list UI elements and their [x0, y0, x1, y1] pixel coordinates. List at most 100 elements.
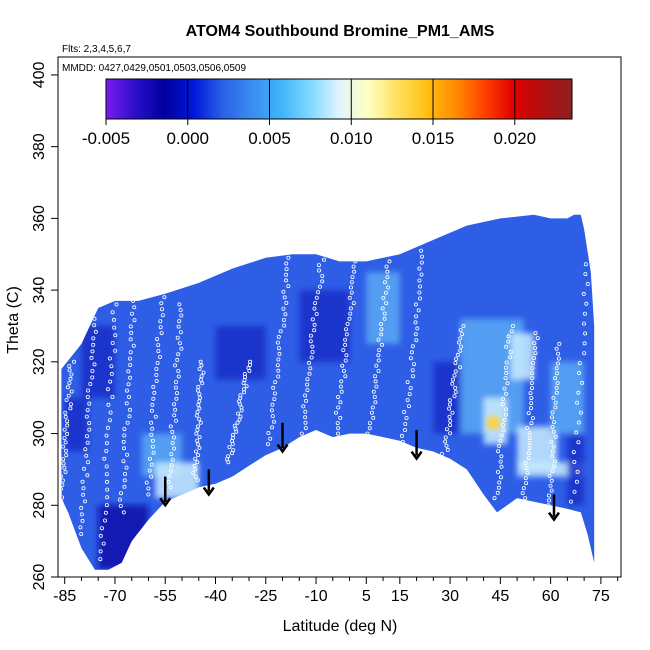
track-8-point	[284, 267, 289, 272]
track-6-point	[194, 431, 199, 436]
track-14-point	[498, 475, 503, 480]
arrow-head	[547, 511, 560, 522]
track-12-point	[417, 266, 422, 271]
track-13-point	[444, 443, 449, 448]
track-8-point	[284, 300, 289, 305]
x-tick-label: 75	[592, 588, 610, 605]
track-0-point	[61, 457, 66, 462]
track-0-point	[68, 376, 73, 381]
track-16-point	[552, 464, 557, 469]
track-17-point	[572, 519, 577, 524]
track-6-point	[198, 395, 203, 400]
field-feature-6	[299, 290, 350, 362]
track-7-point	[227, 444, 232, 449]
track-14-point	[503, 365, 508, 370]
track-0-point	[67, 380, 72, 385]
colorbar-tick-label: -0.005	[82, 129, 130, 148]
track-5-point	[168, 424, 173, 429]
track-17-point	[567, 509, 572, 514]
track-1-point	[89, 355, 94, 360]
track-7-point	[235, 420, 240, 425]
track-10-point	[352, 269, 357, 274]
track-4-point	[149, 408, 154, 413]
track-9-point	[314, 311, 319, 316]
track-15-point	[527, 441, 532, 446]
track-9-point	[303, 393, 308, 398]
track-10-point	[336, 394, 341, 399]
track-10-point	[341, 368, 346, 373]
track-17-point	[574, 430, 579, 435]
track-2-point	[107, 356, 112, 361]
track-2-point	[102, 456, 107, 461]
track-17-point	[576, 390, 581, 395]
track-5-point	[173, 385, 178, 390]
track-7-point	[232, 423, 237, 428]
track-16-point	[550, 415, 555, 420]
track-4-point	[146, 492, 151, 497]
track-13-point	[453, 361, 458, 366]
track-7-point	[248, 359, 253, 364]
track-13-point	[460, 332, 465, 337]
track-8-point	[281, 289, 286, 294]
track-8-point	[270, 425, 275, 430]
track-17-point	[575, 469, 580, 474]
track-11-point	[379, 327, 384, 332]
track-8-point	[275, 363, 280, 368]
track-1-point	[81, 492, 86, 497]
track-8-point	[286, 284, 291, 289]
track-8-point	[266, 430, 271, 435]
track-15-point	[529, 381, 534, 386]
track-16-point	[553, 434, 558, 439]
field-feature-7	[366, 272, 400, 344]
track-3-point	[128, 324, 133, 329]
track-12-point	[419, 272, 424, 277]
track-7-point	[226, 454, 231, 459]
track-8-point	[269, 408, 274, 413]
y-tick-label: 280	[31, 492, 48, 519]
track-10-point	[336, 426, 341, 431]
field-feature-15	[567, 433, 585, 506]
track-17-point	[583, 272, 588, 277]
track-1-point	[91, 342, 96, 347]
y-axis: 260 280 300 320 340 360 380 400	[31, 61, 58, 590]
track-1-point	[83, 447, 88, 452]
track-3-point	[132, 318, 137, 323]
track-13-point	[453, 389, 458, 394]
track-0-point	[61, 461, 66, 466]
track-13-point	[453, 369, 458, 374]
track-0-point	[67, 364, 72, 369]
track-6-point	[198, 377, 203, 382]
track-5-point	[172, 446, 177, 451]
track-5-point	[173, 407, 178, 412]
arrow-head	[410, 450, 423, 461]
track-16-point	[556, 356, 561, 361]
track-12-point	[399, 433, 404, 438]
track-5-point	[170, 457, 175, 462]
track-14-point	[504, 344, 509, 349]
track-14-point	[499, 464, 504, 469]
track-5-point	[173, 379, 178, 384]
track-11-point	[376, 358, 381, 363]
track-9-point	[305, 377, 310, 382]
track-12-point	[419, 254, 424, 259]
track-8-point	[281, 306, 286, 311]
track-17-point	[583, 262, 588, 267]
track-1-point	[79, 512, 84, 517]
track-3-point	[118, 503, 123, 508]
flight-tracks	[61, 214, 594, 562]
track-15-point	[533, 351, 538, 356]
track-12-point	[408, 356, 413, 361]
track-0-point	[65, 419, 70, 424]
track-1-point	[79, 505, 84, 510]
track-17-point	[586, 222, 591, 227]
arrow-head	[276, 443, 289, 454]
field-feature-0	[81, 325, 115, 398]
track-7-point	[246, 365, 251, 370]
track-14-point	[496, 449, 501, 454]
track-14-point	[504, 370, 509, 375]
track-12-point	[415, 326, 420, 331]
track-9-point	[317, 284, 322, 289]
x-tick-label: -85	[53, 588, 76, 605]
track-12-point	[418, 284, 423, 289]
track-0-point	[61, 482, 65, 487]
